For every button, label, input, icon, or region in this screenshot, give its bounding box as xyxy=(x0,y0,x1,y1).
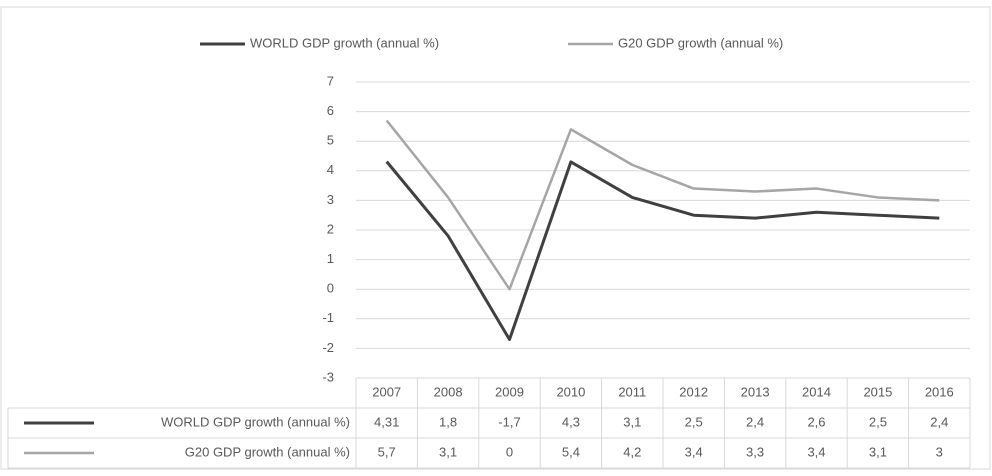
table-series-label: WORLD GDP growth (annual %) xyxy=(161,414,350,429)
y-tick-label: 5 xyxy=(327,133,334,148)
y-tick-label: -3 xyxy=(322,369,334,384)
y-tick-label: 6 xyxy=(327,103,334,118)
table-data-label: 3,3 xyxy=(746,444,764,459)
x-category-label: 2009 xyxy=(495,384,524,399)
y-tick-label: 0 xyxy=(327,281,334,296)
table-data-label: 2,5 xyxy=(685,414,703,429)
table-data-label: 5,4 xyxy=(562,444,580,459)
table-data-label: 3 xyxy=(936,444,943,459)
table-data-label: 0 xyxy=(506,444,513,459)
table-data-label: 3,1 xyxy=(869,444,887,459)
x-category-label: 2011 xyxy=(618,384,646,399)
y-tick-label: -2 xyxy=(322,340,334,355)
y-tick-label: 1 xyxy=(327,251,334,266)
table-data-label: 4,3 xyxy=(562,414,580,429)
table-data-label: 3,4 xyxy=(807,444,825,459)
table-data-label: 5,7 xyxy=(378,444,396,459)
x-category-label: 2010 xyxy=(556,384,585,399)
y-tick-label: 4 xyxy=(327,162,334,177)
x-category-label: 2007 xyxy=(372,384,401,399)
y-tick-label: 3 xyxy=(327,192,334,207)
table-data-label: 2,5 xyxy=(869,414,887,429)
y-tick-label: 7 xyxy=(327,73,334,88)
x-category-label: 2015 xyxy=(863,384,892,399)
table-data-label: 2,6 xyxy=(807,414,825,429)
table-data-label: 1,8 xyxy=(439,414,457,429)
x-category-label: 2016 xyxy=(925,384,954,399)
legend-label: WORLD GDP growth (annual %) xyxy=(250,35,439,50)
x-category-label: 2012 xyxy=(679,384,708,399)
table-data-label: 3,1 xyxy=(439,444,457,459)
y-tick-label: -1 xyxy=(322,310,334,325)
x-category-label: 2008 xyxy=(434,384,463,399)
table-data-label: 3,4 xyxy=(685,444,703,459)
table-data-label: 2,4 xyxy=(746,414,764,429)
table-data-label: 2,4 xyxy=(930,414,948,429)
x-category-label: 2013 xyxy=(741,384,770,399)
table-data-label: -1,7 xyxy=(498,414,520,429)
table-data-label: 4,2 xyxy=(623,444,641,459)
x-category-label: 2014 xyxy=(802,384,831,399)
table-series-label: G20 GDP growth (annual %) xyxy=(185,444,350,459)
chart-border xyxy=(1,7,990,469)
legend-label: G20 GDP growth (annual %) xyxy=(618,35,783,50)
series-line-world xyxy=(387,162,940,340)
y-tick-label: 2 xyxy=(327,221,334,236)
table-data-label: 3,1 xyxy=(623,414,641,429)
table-data-label: 4,31 xyxy=(374,414,399,429)
